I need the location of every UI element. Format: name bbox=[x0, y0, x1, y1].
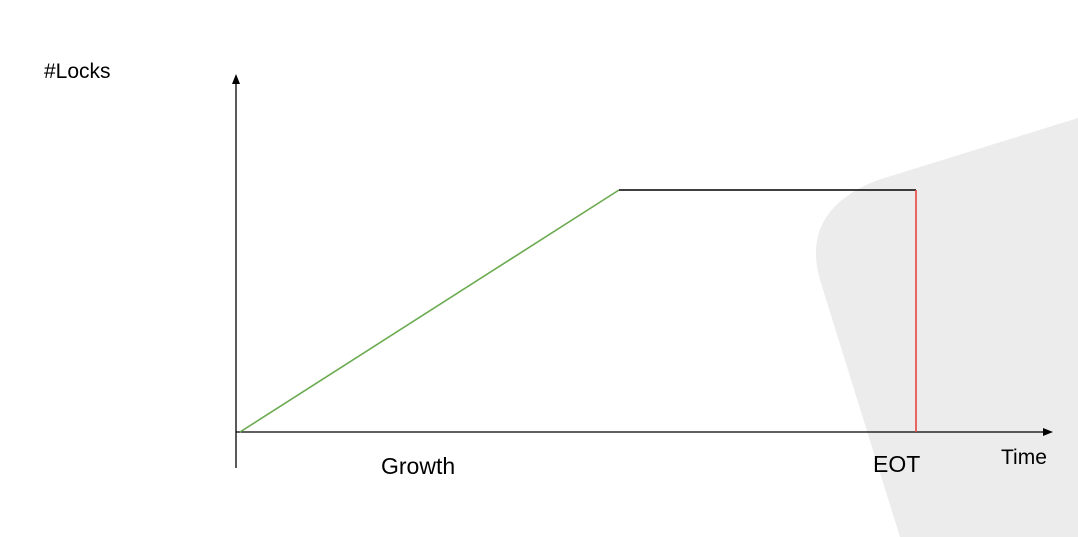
x-axis-arrowhead bbox=[1043, 428, 1053, 436]
x-axis-label: Time bbox=[1001, 446, 1047, 469]
y-axis-label: #Locks bbox=[44, 60, 111, 83]
y-axis-arrowhead bbox=[232, 74, 240, 84]
growth-line bbox=[239, 189, 620, 433]
background-shape bbox=[815, 118, 1078, 537]
eot-label: EOT bbox=[873, 451, 920, 477]
growth-phase-label: Growth bbox=[381, 453, 455, 479]
